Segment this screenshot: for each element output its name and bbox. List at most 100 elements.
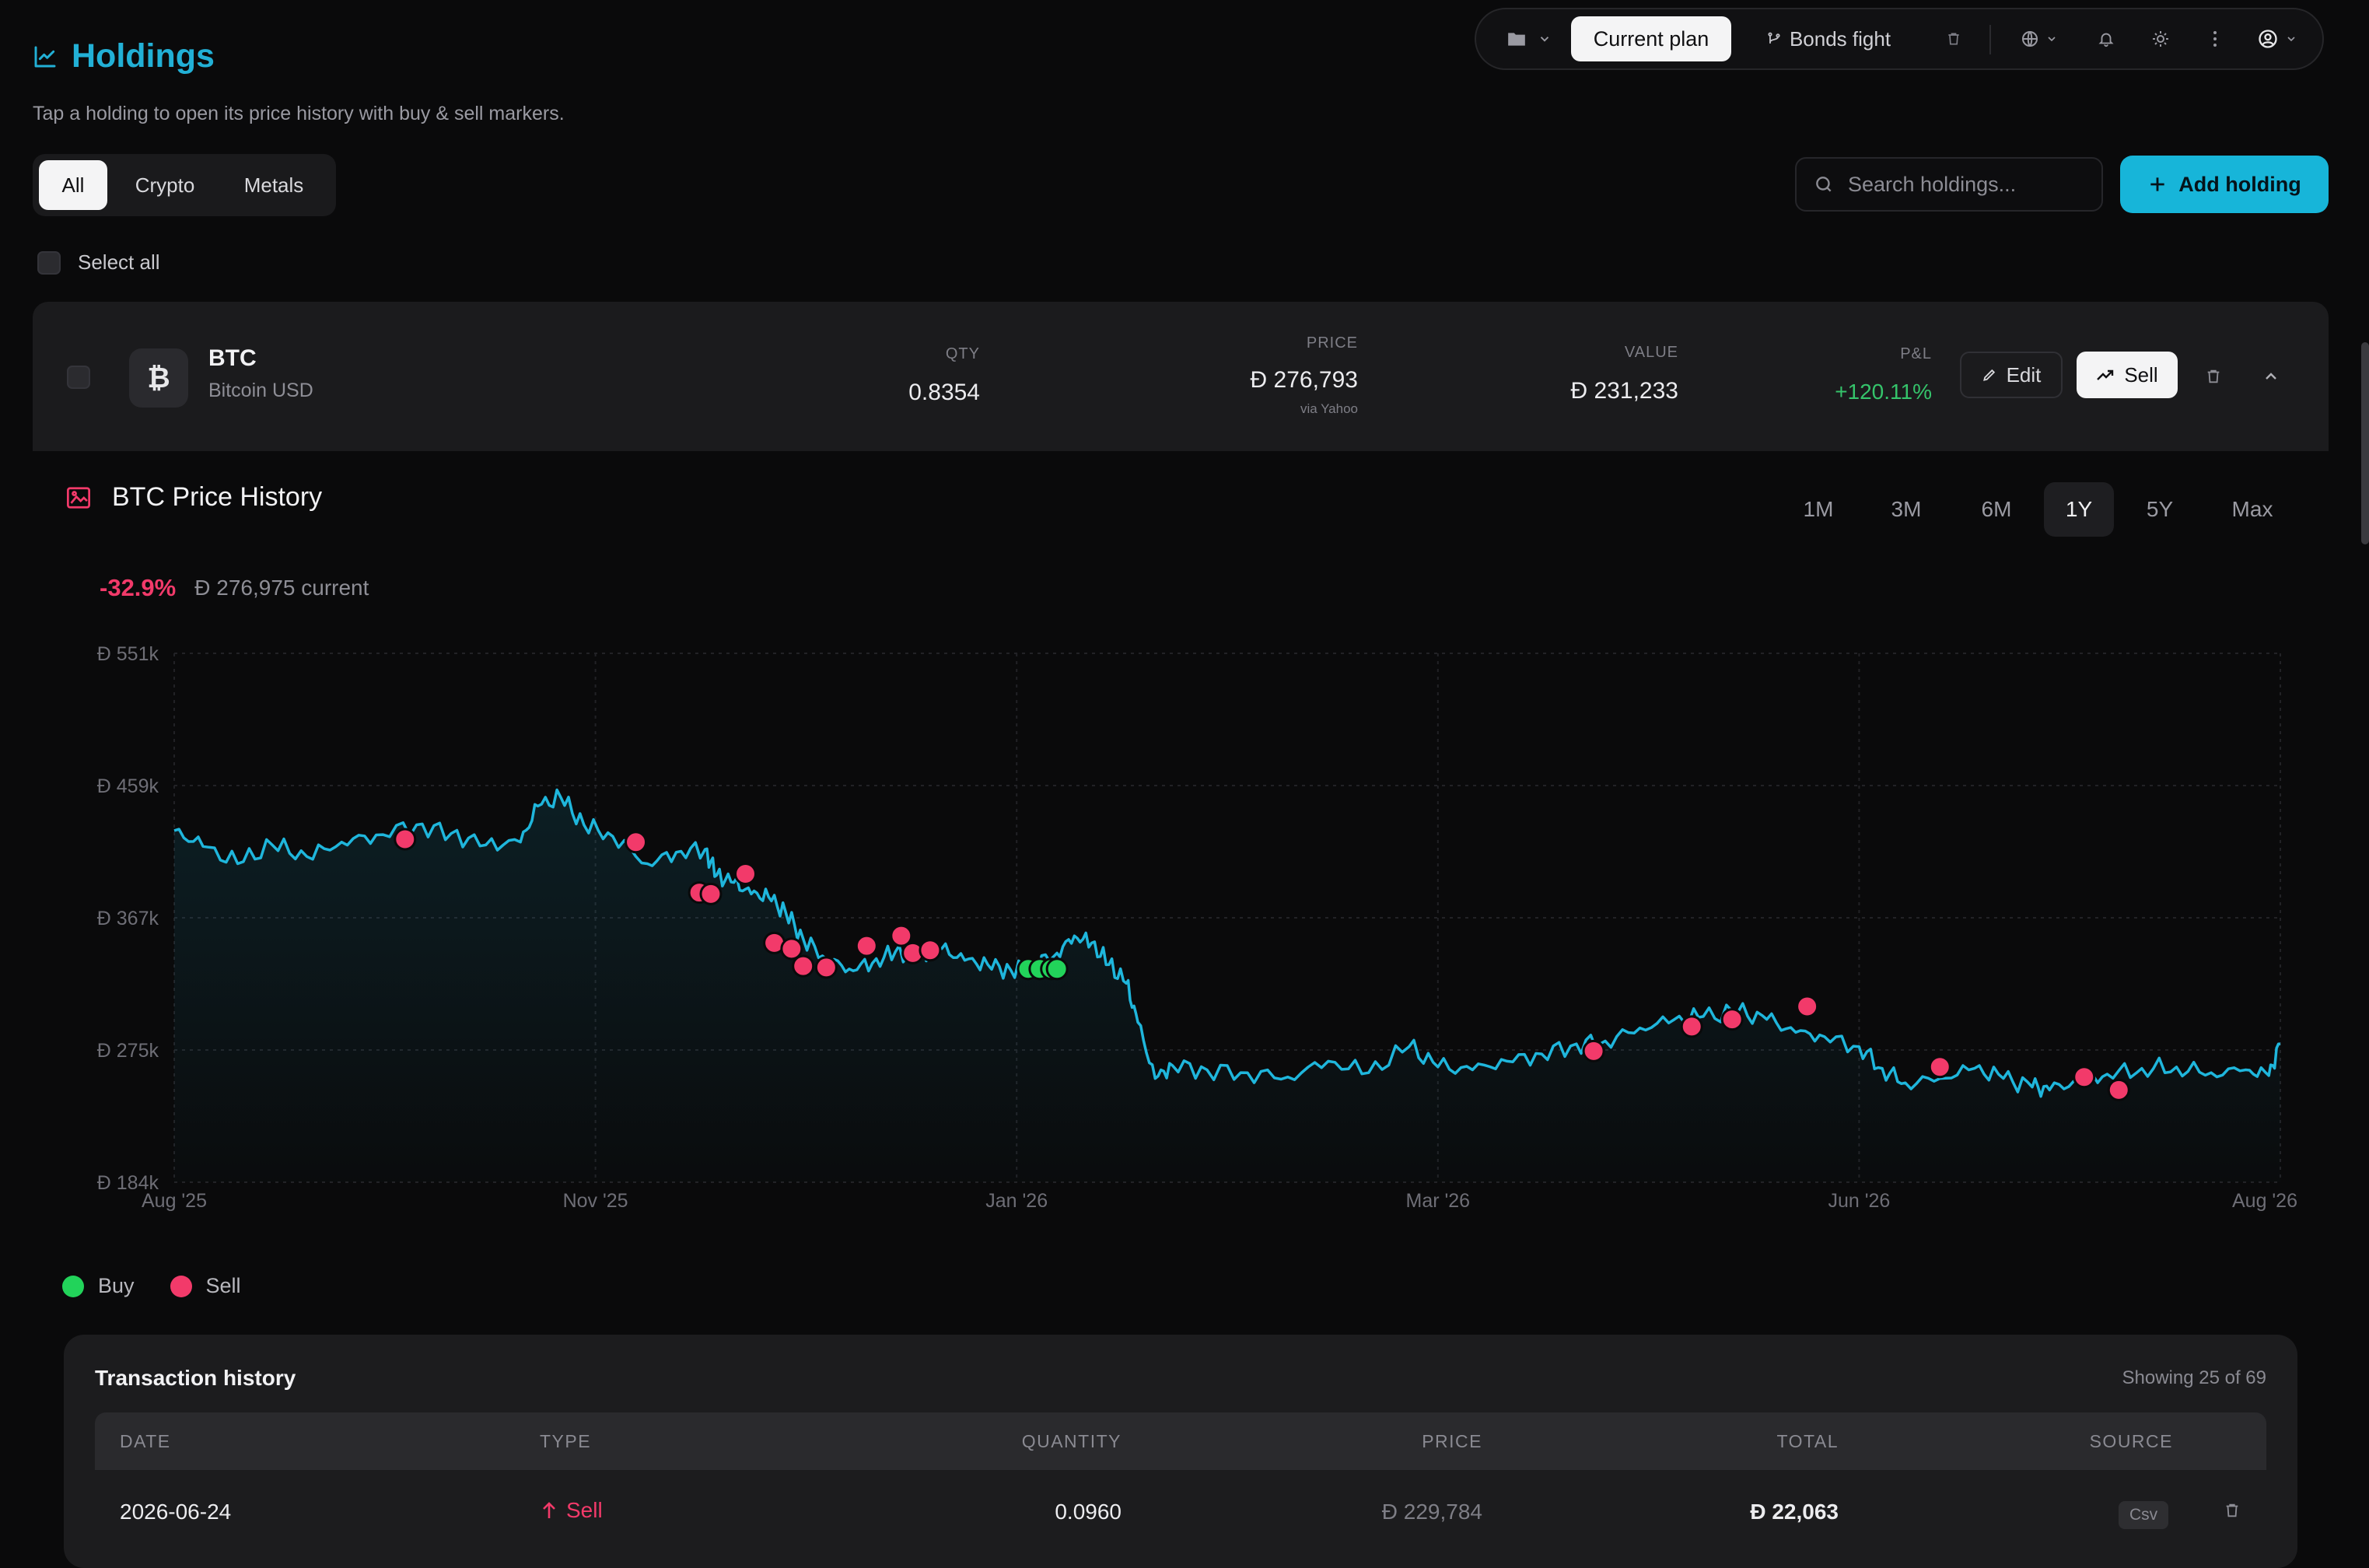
transaction-history-panel: Transaction history Showing 25 of 69 DAT… [64,1335,2297,1568]
x-tick-label: Nov '25 [563,1190,628,1212]
holding-symbol: BTC [208,345,257,371]
column-date: DATE [120,1431,171,1451]
value-amount: Ɖ 231,233 [1570,378,1678,404]
filter-tab-metals[interactable]: Metals [243,173,304,197]
sell-marker[interactable] [890,924,913,947]
x-tick-label: Aug '26 [2232,1190,2297,1212]
sell-marker[interactable] [1582,1039,1605,1062]
edit-button[interactable]: Edit [1960,352,2063,398]
notifications-button[interactable] [2091,16,2122,61]
folder-icon [1506,30,1527,47]
trending-up-icon [2096,367,2115,383]
chevron-down-icon [2285,33,2297,45]
column-type: TYPE [540,1431,592,1451]
edit-label: Edit [2006,362,2042,387]
chevron-up-icon [2262,367,2280,386]
x-tick-label: Jun '26 [1828,1190,1890,1212]
plus-icon [2147,174,2168,194]
sell-marker[interactable] [855,934,878,957]
search-placeholder: Search holdings... [1848,172,2017,196]
trash-icon [1946,30,1961,47]
range-max[interactable]: Max [2231,497,2273,521]
x-tick-label: Mar '26 [1406,1190,1471,1212]
holding-row-btc[interactable]: ₿ BTC Bitcoin USD QTY 0.8354 PRICE Ɖ 276… [33,302,2329,451]
legend-item-sell: Sell [170,1274,241,1298]
y-tick-label: Ɖ 275k [97,1040,159,1062]
current-price: Ɖ 276,975 current [194,576,369,600]
more-vertical-icon [2212,30,2218,48]
range-1m[interactable]: 1M [1803,497,1834,521]
sell-marker[interactable] [625,831,648,854]
sell-button[interactable]: Sell [2077,352,2178,398]
value-label: VALUE [1624,344,1678,361]
chart-title: BTC Price History [112,482,323,512]
bonds-fight-tab[interactable]: Bonds fight [1741,16,1916,61]
theme-toggle-button[interactable] [2145,16,2176,61]
price-area [174,789,2280,1182]
y-tick-label: Ɖ 459k [97,775,159,797]
page-scrollbar[interactable] [2361,342,2369,544]
sell-marker[interactable] [394,828,417,851]
x-tick-label: Aug '25 [142,1190,207,1212]
sell-marker[interactable] [1928,1055,1951,1079]
price-change-summary: -32.9% Ɖ 276,975 current [100,574,369,602]
select-all-checkbox[interactable] [37,250,61,275]
qty-value: 0.8354 [908,380,980,405]
sell-marker[interactable] [2107,1078,2130,1101]
chevron-down-icon [1538,32,1552,46]
sell-marker[interactable] [1680,1015,1703,1038]
row-type: Sell [541,1498,603,1523]
pencil-icon [1982,367,1997,383]
image-chart-icon [65,486,92,509]
sell-marker[interactable] [699,882,723,905]
range-3m[interactable]: 3M [1891,497,1922,521]
page-title: Holdings [72,37,215,75]
transaction-count: Showing 25 of 69 [2122,1367,2266,1388]
language-menu-button[interactable] [2008,16,2070,61]
column-source: SOURCE [2089,1431,2173,1451]
delete-holding-button[interactable] [2198,361,2229,392]
y-tick-label: Ɖ 551k [97,643,159,665]
change-percent: -32.9% [100,574,177,601]
current-plan-tab[interactable]: Current plan [1571,16,1731,61]
legend-item-buy: Buy [62,1274,135,1298]
sell-marker[interactable] [814,956,838,979]
sell-marker[interactable] [919,939,942,962]
row-quantity: 0.0960 [1055,1500,1122,1524]
filter-tab-all[interactable]: All [39,160,107,210]
transaction-history-title: Transaction history [95,1366,296,1390]
add-holding-label: Add holding [2178,172,2301,196]
select-all-label: Select all [78,250,160,274]
holding-checkbox[interactable] [67,366,90,389]
price-line [173,788,2281,1098]
user-circle-icon [2257,28,2279,50]
range-5y[interactable]: 5Y [2146,497,2174,521]
select-all-row: Select all [37,250,160,275]
currency-symbol: Ɖ [1250,367,1268,393]
holding-name: Bitcoin USD [208,380,313,401]
trending-chart-icon [33,44,58,69]
sell-marker[interactable] [1796,995,1819,1018]
filter-tab-crypto[interactable]: Crypto [135,173,195,197]
chart-header: BTC Price History [65,482,322,513]
range-1y[interactable]: 1Y [2044,482,2114,537]
collapse-button[interactable] [2255,361,2287,392]
search-input[interactable]: Search holdings... [1795,157,2103,212]
range-6m[interactable]: 6M [1981,497,2012,521]
sell-marker[interactable] [733,862,757,885]
price-source: via Yahoo [1300,401,1358,416]
buy-marker[interactable] [1045,957,1069,981]
top-toolbar: Current plan Bonds fight [1475,8,2324,70]
column-total: TOTAL [1776,1431,1839,1451]
row-date: 2026-06-24 [120,1500,232,1524]
sell-marker[interactable] [792,954,815,978]
sell-marker[interactable] [2073,1066,2096,1089]
more-menu-button[interactable] [2199,16,2231,61]
sell-marker[interactable] [1720,1008,1744,1031]
folder-menu-button[interactable] [1490,16,1568,61]
delete-plan-button[interactable] [1938,16,1969,61]
delete-transaction-button[interactable] [2217,1495,2248,1526]
add-holding-button[interactable]: Add holding [2120,156,2329,213]
account-menu-button[interactable] [2246,16,2308,61]
sell-marker[interactable] [780,937,803,961]
